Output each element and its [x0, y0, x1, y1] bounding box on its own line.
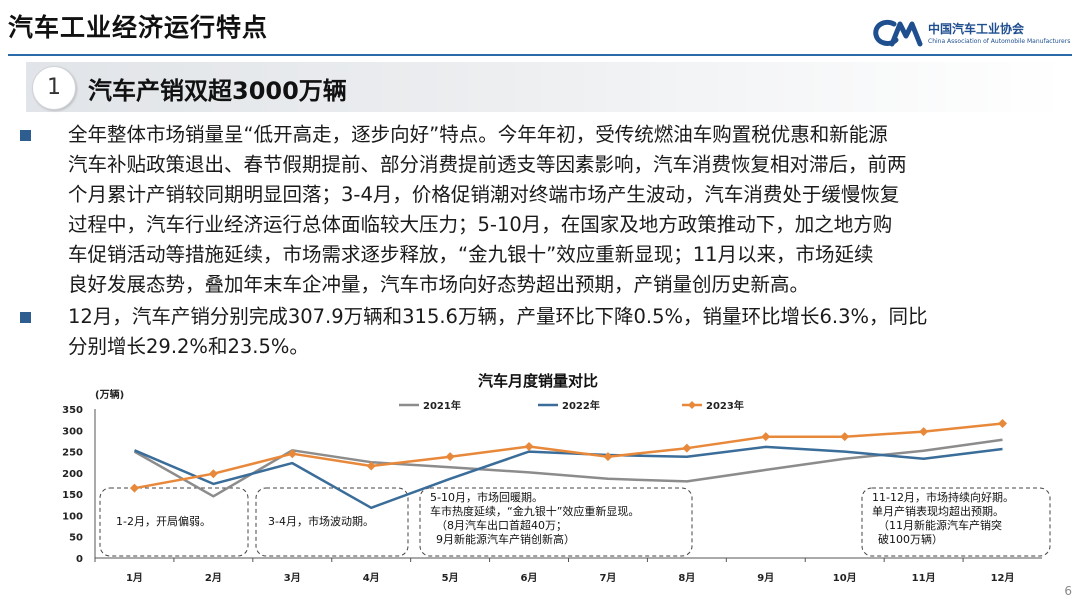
- annotation-text: （8月汽车出口首超40万；: [436, 518, 567, 532]
- section-header-bar: [26, 62, 1066, 112]
- data-point: [445, 452, 455, 462]
- x-tick-label: 1月: [126, 572, 143, 584]
- x-tick-label: 7月: [599, 572, 616, 584]
- annotation-text: 9月新能源汽车产销创新高）: [436, 532, 575, 546]
- text-line: 12月，汽车产销分别完成307.9万辆和315.6万辆，产量环比下降0.5%，销…: [68, 305, 928, 328]
- text-line: 良好发展态势，叠加年末车企冲量，汽车市场向好态势超出预期，产销量创历史新高。: [68, 273, 810, 296]
- legend-label: 2022年: [562, 399, 600, 412]
- y-tick-label: 100: [62, 511, 83, 522]
- data-point: [761, 432, 771, 442]
- section-title: 汽车产销双超3000万辆: [88, 77, 347, 105]
- annotation-text: 5-10月，市场回暖期。: [430, 490, 543, 504]
- x-tick-label: 3月: [284, 572, 301, 584]
- data-point: [524, 441, 534, 451]
- data-point: [682, 443, 692, 453]
- y-tick-label: 350: [62, 405, 83, 416]
- org-name-cn: 中国汽车工业协会: [928, 22, 1025, 36]
- header-divider: [8, 54, 1072, 56]
- legend-label: 2021年: [423, 399, 461, 412]
- annotation-text: 3-4月，市场波动期。: [268, 514, 374, 528]
- org-name-en: China Association of Automobile Manufact…: [928, 38, 1071, 45]
- annotation-text: 单月产销表现均超出预期。: [872, 504, 1004, 518]
- x-tick-label: 8月: [678, 572, 695, 584]
- data-point: [129, 483, 139, 493]
- data-point: [998, 418, 1008, 428]
- caam-logo-icon: [873, 19, 923, 47]
- x-tick-label: 5月: [442, 572, 459, 584]
- y-tick-label: 50: [69, 533, 83, 544]
- legend-marker: [688, 401, 696, 409]
- annotation-box: [255, 487, 409, 557]
- text-line: 过程中，汽车行业经济运行总体面临较大压力；5-10月，在国家及地方政策推动下，加…: [68, 213, 893, 236]
- section-number: 1: [32, 66, 76, 110]
- x-tick-label: 4月: [363, 572, 380, 584]
- annotation-box: [861, 487, 1051, 557]
- x-tick-label: 9月: [757, 572, 774, 584]
- series-line: [134, 445, 1003, 510]
- y-axis-unit-label: (万辆): [95, 388, 124, 401]
- data-point: [287, 449, 297, 459]
- y-tick-label: 250: [62, 448, 83, 459]
- data-point: [366, 461, 376, 471]
- x-tick-label: 12月: [991, 572, 1015, 584]
- annotation-text: 车市热度延续，“金九银十”效应重新显现。: [430, 504, 639, 518]
- annotation-text: 11-12月，市场持续向好期。: [872, 490, 1014, 504]
- data-point: [840, 432, 850, 442]
- y-tick-label: 0: [76, 554, 83, 565]
- bullet-text-1: 全年整体市场销量呈“低开高走，逐步向好”特点。今年年初，受传统燃油车购置税优惠和…: [68, 120, 1068, 300]
- monthly-sales-chart: 汽车月度销量对比 (万辆) 0 50 100 150 200 250 300 350 1月 2月 3月 4…: [62, 372, 1051, 584]
- bullet-square-icon: [20, 130, 31, 141]
- x-tick-label: 2月: [205, 572, 222, 584]
- x-tick-label: 10月: [833, 572, 857, 584]
- annotation-text: 破100万辆）: [878, 532, 943, 546]
- annotation-box: [419, 487, 693, 557]
- bullet-square-icon: [20, 312, 31, 323]
- series-line: [134, 422, 1003, 490]
- page-number: 6: [1064, 584, 1072, 598]
- data-point: [603, 452, 613, 462]
- annotation-box: [99, 487, 249, 557]
- text-line: 个月累计产销较同期明显回落；3-4月，价格促销潮对终端市场产生波动，汽车消费处于…: [68, 183, 900, 206]
- data-point: [919, 427, 929, 437]
- y-tick-label: 150: [62, 490, 83, 501]
- annotation-text: （11月新能源汽车产销突: [878, 518, 1002, 532]
- data-point: [208, 469, 218, 479]
- chart-title: 汽车月度销量对比: [478, 372, 598, 390]
- page-title: 汽车工业经济运行特点: [8, 13, 269, 42]
- text-line: 车促销活动等措施延续，市场需求逐步释放，“金九银十”效应重新显现；11月以来，市…: [68, 243, 874, 266]
- y-tick-label: 200: [62, 469, 83, 480]
- text-line: 全年整体市场销量呈“低开高走，逐步向好”特点。今年年初，受传统燃油车购置税优惠和…: [68, 123, 888, 146]
- text-line: 分别增长29.2%和23.5%。: [68, 335, 309, 358]
- annotation-text: 1-2月，开局偏弱。: [116, 514, 211, 528]
- text-line: 汽车补贴政策退出、春节假期提前、部分消费提前透支等因素影响，汽车消费恢复相对滞后…: [68, 153, 907, 176]
- bullet-text-2: 12月，汽车产销分别完成307.9万辆和315.6万辆，产量环比下降0.5%，销…: [68, 302, 1068, 362]
- x-tick-label: 11月: [912, 572, 936, 584]
- legend-label: 2023年: [706, 399, 744, 412]
- x-tick-label: 6月: [521, 572, 538, 584]
- y-tick-label: 300: [62, 426, 83, 437]
- org-logo: 中国汽车工业协会 China Association of Automobile…: [872, 18, 1070, 52]
